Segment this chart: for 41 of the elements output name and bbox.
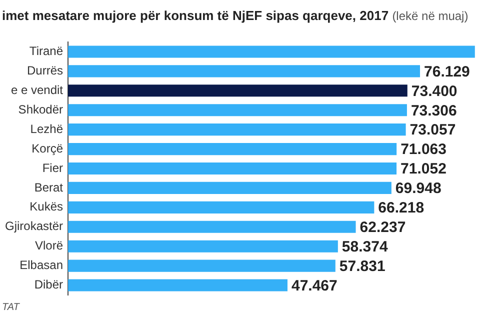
- chart-title: imet mesatare mujore për konsum të NjEF sipas qarqeve, 2017: [2, 8, 389, 23]
- bar: [68, 84, 408, 97]
- y-tick-label: Korçë: [32, 141, 64, 156]
- bar: [68, 124, 406, 136]
- data-label: 71.063: [400, 141, 446, 158]
- data-label: 76.129: [424, 63, 470, 80]
- data-label: 58.374: [342, 238, 388, 256]
- data-label: 62.237: [360, 219, 406, 236]
- bar: [68, 240, 338, 252]
- bar: [68, 220, 356, 233]
- bar: [68, 260, 336, 272]
- y-tick-label: Kukës: [30, 200, 64, 214]
- y-tick-label: e e vendit: [10, 82, 64, 97]
- y-tick-label: Berat: [34, 180, 64, 194]
- y-tick-label: Elbasan: [20, 258, 64, 272]
- bar: [68, 46, 475, 58]
- data-label: 47.467: [291, 277, 338, 294]
- bar: [68, 279, 288, 292]
- y-tick-label: Gjirokastër: [5, 219, 64, 234]
- y-tick-label: Tiranë: [29, 44, 64, 58]
- y-tick-label: Dibër: [34, 278, 64, 292]
- data-label: 73.057: [410, 122, 456, 139]
- data-label: 73.306: [410, 102, 457, 120]
- y-tick-label: Fier: [42, 160, 64, 175]
- chart-subtitle: (lekë në muaj): [392, 9, 468, 23]
- bar: [68, 182, 392, 194]
- y-tick-label: Vlorë: [35, 238, 64, 253]
- data-label: 69.948: [395, 180, 442, 198]
- y-tick-label: Shkodër: [18, 102, 64, 116]
- bar: [68, 65, 420, 78]
- bar: [68, 201, 374, 214]
- bar: [68, 143, 397, 156]
- y-tick-label: Durrës: [27, 64, 64, 78]
- text: TAT: [2, 302, 20, 313]
- bar: [68, 104, 407, 116]
- data-label: 57.831: [339, 258, 386, 275]
- y-tick-label: Lezhë: [30, 122, 64, 136]
- data-label: 71.052: [400, 160, 446, 178]
- bar: [68, 162, 397, 175]
- data-label: 66.218: [378, 200, 424, 217]
- data-label: 73.400: [411, 82, 458, 100]
